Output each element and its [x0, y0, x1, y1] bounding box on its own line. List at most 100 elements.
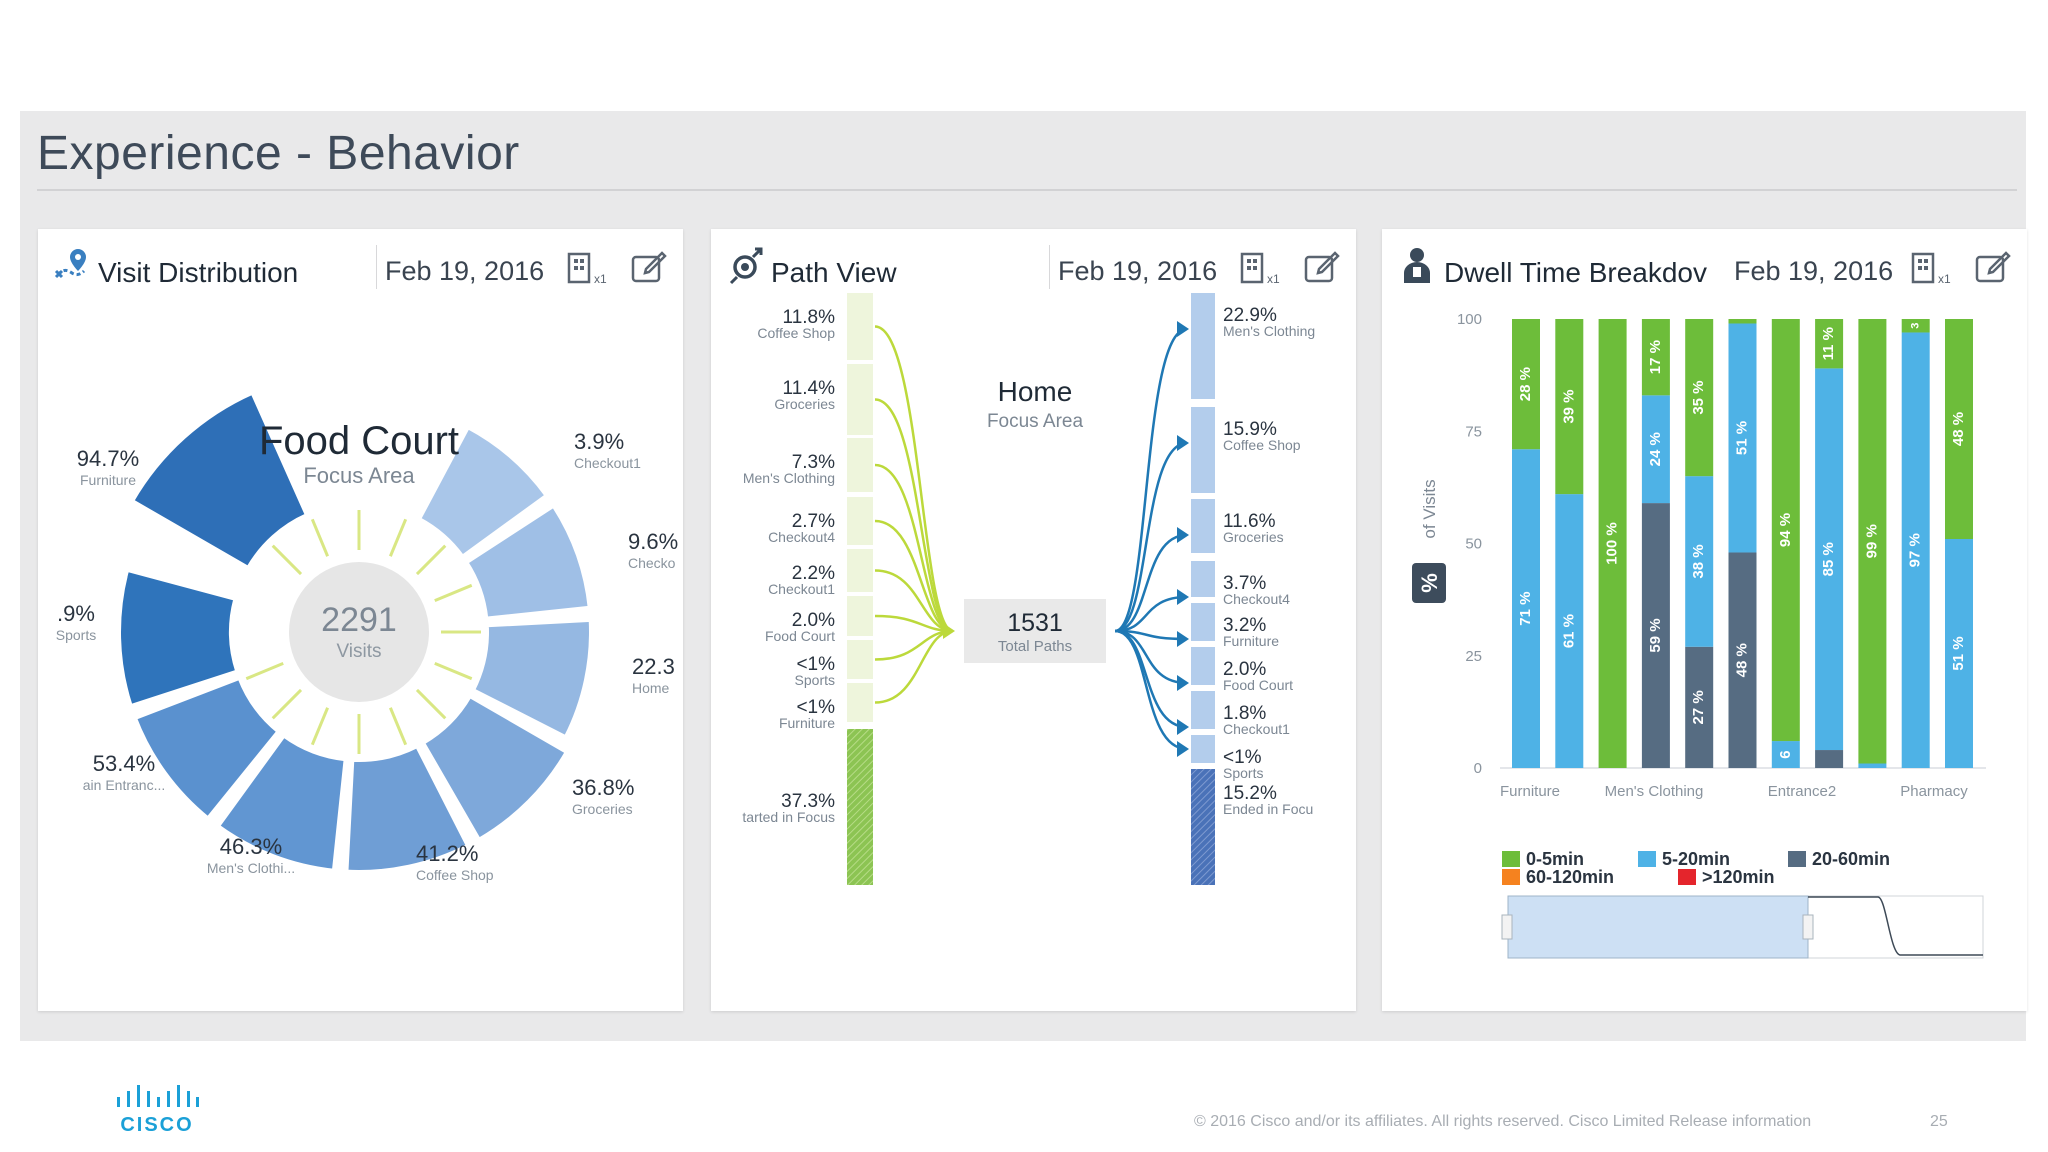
segment-percent: 9.6%	[628, 529, 678, 554]
bar-segment	[1771, 741, 1800, 768]
building-floor-icon[interactable]: x1	[1910, 251, 1954, 287]
edit-icon[interactable]	[631, 251, 669, 285]
legend-swatch	[1502, 869, 1520, 885]
x-tick-label: Entrance2	[1768, 783, 1836, 800]
range-handle-right[interactable]	[1802, 914, 1814, 940]
y-axis-badge-text: %	[1417, 573, 1442, 593]
bar-segment	[1512, 449, 1540, 768]
outflow-arrow	[1177, 675, 1189, 691]
bar-value-label: 94 %	[1777, 513, 1794, 547]
bar-segment	[1641, 503, 1670, 768]
edit-icon[interactable]	[1975, 251, 2013, 285]
map-pin-route-icon	[54, 249, 86, 279]
bar-value-label: 11 %	[1820, 327, 1837, 360]
segment-percent: 53.4%	[93, 751, 155, 776]
range-handle-left[interactable]	[1501, 914, 1513, 940]
divider	[376, 245, 377, 289]
source-bar	[847, 293, 873, 360]
date-picker[interactable]: Feb 19, 2016	[385, 256, 545, 286]
source-name: Groceries	[774, 396, 835, 412]
outflow-curve	[1114, 441, 1188, 633]
legend-swatch	[1788, 851, 1806, 867]
donut-spoke	[310, 707, 330, 746]
source-percent: 2.2%	[792, 563, 835, 584]
destination-bar	[1191, 647, 1215, 685]
source-name: tarted in Focus	[742, 809, 835, 825]
source-name: Checkout1	[768, 581, 835, 597]
bar-segment	[1512, 319, 1540, 450]
source-bar	[847, 549, 873, 592]
y-axis-badge	[1412, 563, 1446, 603]
destination-name: Ended in Focu	[1223, 801, 1313, 817]
bar-segment	[1555, 319, 1584, 495]
date-picker[interactable]: Feb 19, 2016	[1734, 256, 1894, 287]
dwell-stacked-bar-chart: 0 25 50 75 100 71 % 28 % 61 % 39 % 100 % 59 % 24 %…	[1412, 311, 1986, 959]
source-percent: 11.8%	[783, 307, 836, 328]
title-divider	[37, 189, 2017, 191]
segment-name: Home	[632, 680, 670, 696]
bar-segment	[1771, 319, 1800, 742]
bar-value-label: 71 %	[1517, 592, 1534, 626]
cisco-logo-text: CISCO	[120, 1114, 193, 1135]
destination-percent: 1.8%	[1223, 703, 1266, 724]
path-focus-subtitle: Focus Area	[987, 411, 1084, 432]
donut-spoke	[415, 544, 447, 576]
bar-segment	[1858, 763, 1887, 768]
building-floor-icon[interactable]: x1	[566, 251, 610, 287]
destination-percent: 15.9%	[1223, 419, 1277, 440]
segment-name: Furniture	[80, 472, 136, 488]
legend-swatch	[1678, 869, 1696, 885]
donut-spoke	[310, 518, 330, 557]
donut-segment	[420, 693, 570, 843]
legend-swatch	[1638, 851, 1656, 867]
bar-segment	[1901, 319, 1930, 333]
x-tick-label: Pharmacy	[1900, 783, 1968, 800]
destination-bar	[1191, 769, 1215, 885]
destination-percent: 15.2%	[1223, 783, 1277, 804]
inflow-curve	[874, 629, 954, 704]
bar-value-label: 17 %	[1647, 340, 1664, 374]
destination-name: Coffee Shop	[1223, 437, 1301, 453]
destination-bar	[1191, 691, 1215, 729]
donut-segment	[344, 743, 471, 874]
legend-label: >120min	[1702, 867, 1775, 887]
segment-percent: 22.3	[632, 654, 675, 679]
legend-label: 60-120min	[1526, 867, 1614, 887]
x-tick-label: Men's Clothing	[1605, 783, 1704, 800]
destination-name: Checkout1	[1223, 721, 1290, 737]
bar-value-label: 48 %	[1950, 412, 1967, 446]
outflow-arrow	[1177, 741, 1189, 757]
bar-segment	[1858, 319, 1887, 764]
bar-segment	[1815, 750, 1844, 768]
destination-name: Furniture	[1223, 633, 1279, 649]
source-percent: <1%	[796, 654, 835, 675]
source-percent: <1%	[796, 697, 835, 718]
building-floor-icon[interactable]: x1	[1239, 251, 1283, 287]
source-percent: 7.3%	[792, 452, 835, 473]
destination-percent: 2.0%	[1223, 659, 1266, 680]
outflow-curve	[1114, 533, 1188, 633]
path-view-icon	[729, 247, 763, 285]
donut-spoke	[271, 688, 303, 720]
source-name: Coffee Shop	[757, 325, 835, 341]
inflow-arrow	[943, 623, 955, 639]
source-bar	[847, 438, 873, 492]
total-paths-value: 1531	[1007, 609, 1063, 637]
donut-segment	[132, 675, 282, 822]
date-picker[interactable]: Feb 19, 2016	[1058, 256, 1218, 286]
source-percent: 37.3%	[781, 791, 835, 812]
dashboard-panel: Experience - Behavior Visit Distribution…	[20, 111, 2027, 1041]
donut-segment	[470, 617, 593, 741]
bar-value-label: 39 %	[1560, 389, 1577, 423]
destination-name: Groceries	[1223, 529, 1284, 545]
bar-value-label: 35 %	[1690, 380, 1707, 414]
destination-name: Food Court	[1223, 677, 1293, 693]
segment-name: Checko	[628, 555, 676, 571]
cisco-logo: CISCO	[117, 1085, 199, 1135]
card-title: Visit Distribution	[98, 257, 299, 288]
edit-icon[interactable]	[1304, 251, 1342, 285]
bar-segment	[1901, 332, 1930, 768]
outflow-arrow	[1177, 321, 1189, 337]
donut-spoke	[245, 661, 284, 681]
